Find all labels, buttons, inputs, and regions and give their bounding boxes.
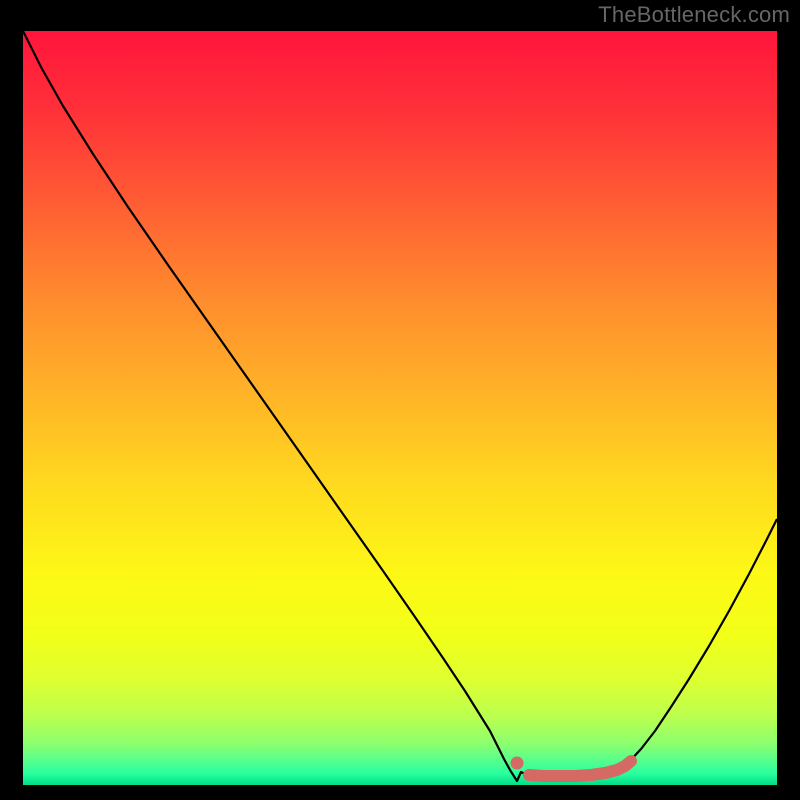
plot-area	[23, 31, 777, 785]
chart-svg	[23, 31, 777, 785]
attribution-text: TheBottleneck.com	[598, 2, 790, 28]
bottleneck-curve	[23, 31, 777, 781]
chart-root: TheBottleneck.com	[0, 0, 800, 800]
highlight-marker	[511, 757, 524, 770]
highlight-segment	[529, 761, 631, 776]
